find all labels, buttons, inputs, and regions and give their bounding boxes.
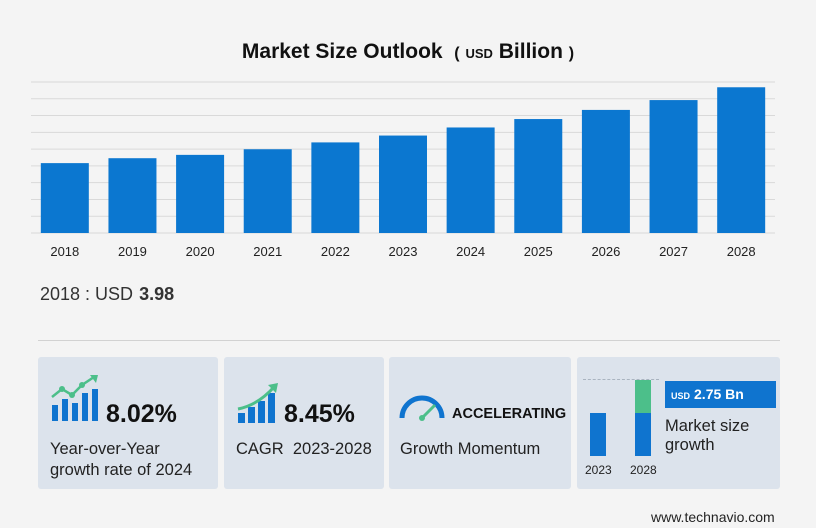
momentum-label: Growth Momentum [400,440,541,458]
bar-chart: 2018 2019 2020 2021 2022 2023 2024 2025 2026 2027… [31,81,775,259]
title-paren-close: ) [568,45,575,62]
growth-dashed-line [583,379,659,380]
source-url: www.technavio.com [651,509,775,525]
bar-2025 [514,119,563,233]
growth-chart-icon [51,375,98,421]
growth-bar-2023 [590,413,606,456]
growth-year-start: 2023 [585,463,612,477]
bar-2022 [311,142,360,233]
x-tick-label: 2021 [253,244,282,259]
yoy-label-line1: Year-over-Year [50,440,160,458]
growth-card: 2023 2028 Market size growth [577,357,780,489]
summary-value: 3.98 [139,284,175,304]
bar-2024 [446,127,495,233]
growth-year-end: 2028 [630,463,657,477]
x-tick-label: 2018 [50,244,79,259]
momentum-value: ACCELERATING [452,406,567,422]
yoy-card: 8.02% Year-over-Year growth rate of 2024 [38,357,218,489]
summary-label: 2018 : USD [40,284,134,304]
growth-badge-prefix: USD [671,391,691,401]
momentum-card: ACCELERATING Growth Momentum [389,357,571,489]
section-divider [38,340,780,341]
title-paren-open: ( [454,45,460,62]
growth-badge: USD 2.75 Bn [665,381,776,408]
yoy-label-line2: growth rate of 2024 [50,461,193,479]
bar-2028 [717,87,766,233]
base-year-summary: 2018 : USD 3.98 [40,284,174,305]
cagr-label: CAGR 2023-2028 [236,440,372,458]
chart-title-text: Market Size Outlook [241,40,443,63]
x-tick-label: 2025 [524,244,553,259]
growth-increment [635,380,651,413]
bar-2019 [108,158,157,233]
cagr-card: 8.45% CAGR 2023-2028 [224,357,384,489]
gauge-icon [399,395,445,421]
x-tick-label: 2022 [321,244,350,259]
title-unit: Billion [498,40,563,63]
yoy-value: 8.02% [106,400,177,428]
growth-label-line2: growth [665,436,715,454]
bar-2027 [649,100,698,233]
cagr-value: 8.45% [284,400,355,428]
bar-2026 [581,109,630,233]
x-tick-label: 2023 [389,244,418,259]
bar-2021 [243,149,292,233]
rising-bars-icon [237,383,278,423]
growth-bar-2028 [635,413,651,456]
bar-2023 [379,135,427,233]
bar-2018 [40,163,89,233]
x-tick-label: 2019 [118,244,147,259]
x-tick-label: 2024 [456,244,485,259]
growth-label-line1: Market size [665,417,750,435]
x-tick-label: 2027 [659,244,688,259]
growth-badge-value: 2.75 Bn [694,386,744,402]
chart-title: Market Size Outlook ( USD Billion ) [0,40,816,64]
x-tick-label: 2028 [727,244,756,259]
x-tick-label: 2026 [591,244,620,259]
x-tick-label: 2020 [186,244,215,259]
title-unit-prefix: USD [465,46,493,61]
bar-2020 [176,154,225,233]
